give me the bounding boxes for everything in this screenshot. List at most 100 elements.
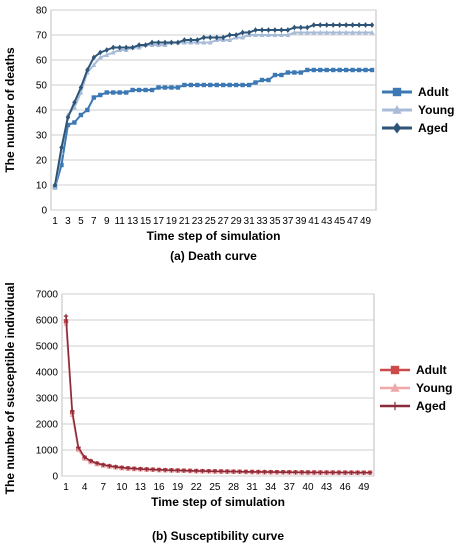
x-tick-label: 19 [172,482,184,493]
data-point [119,465,125,470]
x-tick-label: 31 [244,216,256,227]
x-tick-label: 13 [135,482,147,493]
data-point [88,458,94,464]
data-point [78,112,84,118]
legend-item-aged: Aged [382,121,448,135]
data-point [143,42,148,48]
x-tick-label: 10 [116,482,128,493]
data-point [363,29,368,35]
data-point [78,89,84,95]
data-point [149,87,155,93]
data-point [72,99,77,106]
data-point [111,44,116,51]
data-point [253,32,258,37]
data-point [291,29,297,35]
legend-label: Young [416,381,452,395]
data-point [356,29,362,35]
data-point [299,470,304,475]
data-point [246,82,252,88]
legend-swatch-marker [390,365,400,375]
plot-area [61,293,375,477]
data-point [355,470,360,475]
data-point [318,22,323,28]
data-point [280,469,286,475]
x-tick-label: 49 [360,216,372,227]
data-point [175,468,180,473]
data-point [136,87,142,93]
data-point [298,29,304,35]
data-point [169,39,174,46]
legend-label: Young [418,103,454,117]
data-point [240,34,246,40]
data-point [324,22,329,28]
data-point [337,22,342,28]
data-point [363,22,368,28]
x-axis-title: Time step of simulation [151,495,285,509]
data-point [311,22,316,28]
x-tick-label: 25 [205,216,217,227]
data-point [256,469,261,475]
data-point [292,24,297,31]
data-point [318,470,323,475]
x-tick-label: 21 [179,216,191,227]
data-point [130,87,135,93]
data-point [349,470,354,475]
data-point [343,22,349,28]
data-point [287,470,292,475]
legend-swatch-marker [390,382,400,392]
data-point [343,67,349,73]
data-point [138,466,143,472]
data-point [272,72,278,78]
x-tick-label: 13 [127,216,139,227]
data-point [208,82,213,88]
data-point [107,463,112,469]
data-point [104,90,109,95]
x-tick-label: 45 [334,216,346,227]
data-point [201,39,207,45]
data-point [240,82,245,88]
x-tick-label: 16 [153,482,165,493]
data-point [272,27,278,33]
data-point [175,39,181,46]
y-tick-label: 0 [41,206,47,217]
series-adult [52,67,375,190]
y-tick-label: 2000 [36,420,59,431]
data-point [356,22,362,28]
x-tick-label: 37 [284,482,296,493]
data-point [304,29,310,35]
data-point [227,32,232,38]
x-tick-label: 5 [78,216,84,227]
y-tick-label: 5000 [36,342,59,353]
data-point [207,39,213,45]
data-point [149,39,155,46]
data-point [150,467,156,472]
x-tick-label: 17 [153,216,165,227]
x-tick-label: 3 [65,216,71,227]
x-tick-label: 15 [140,216,152,227]
data-point [369,67,375,73]
y-tick-label: 1000 [36,446,59,457]
data-point [143,87,148,93]
data-point [162,85,168,90]
legend-swatch-marker [390,401,400,411]
x-tick-label: 37 [282,216,294,227]
data-point [91,62,97,67]
data-point [311,470,317,475]
x-tick-label: 41 [308,216,320,227]
data-point [98,92,103,98]
data-point [78,84,84,91]
data-point [317,29,323,35]
x-tick-label: 19 [166,216,178,227]
x-tick-label: 49 [358,482,370,493]
data-point [285,27,291,33]
x-tick-label: 27 [218,216,230,227]
data-point [181,468,187,473]
data-point [350,29,356,35]
data-point [330,67,336,73]
data-point [337,67,342,73]
data-point [266,77,271,83]
data-point [117,44,122,51]
data-point [305,67,310,73]
data-point [336,470,342,475]
